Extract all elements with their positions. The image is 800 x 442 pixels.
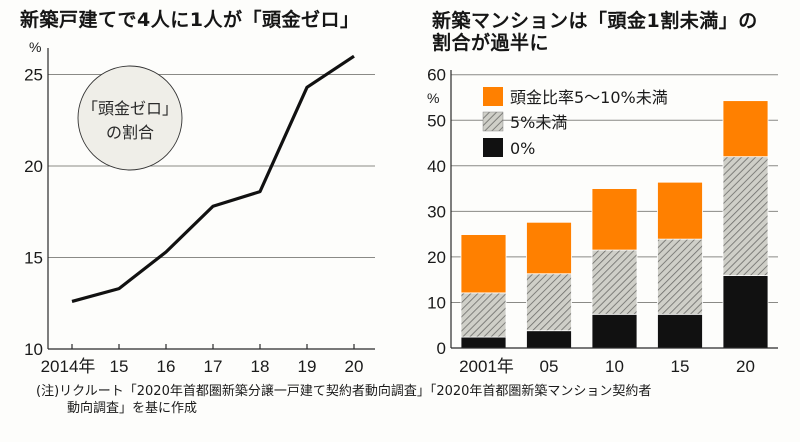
- bar-segment-black: [460, 336, 507, 349]
- x-tick-label: 18: [251, 357, 270, 376]
- x-tick-label: 05: [540, 357, 559, 376]
- y-tick-label: 20: [24, 157, 43, 176]
- y-tick-label: 20: [427, 248, 446, 267]
- x-tick-label: 10: [605, 357, 624, 376]
- x-tick-label: 19: [298, 357, 317, 376]
- y-tick-label: 10: [24, 340, 43, 359]
- bar-segment-hatch: [460, 292, 507, 338]
- bar-chart-title-line2: 割合が過半に: [432, 32, 550, 54]
- bar-segment-hatch: [657, 238, 703, 315]
- bar-chart-x-tick-labels: 2001年 05 10 15 20: [459, 357, 755, 376]
- legend-label-under-5pct: 5%未満: [510, 113, 567, 132]
- y-tick-label: 0: [437, 339, 446, 358]
- bar-segment-hatch: [526, 273, 572, 332]
- y-tick-label: 40: [427, 157, 446, 176]
- footnote: (注)リクルート「2020年首都圏新築分譲一戸建て契約者動向調査」「2020年首…: [36, 383, 786, 417]
- bar-segment-orange: [722, 100, 769, 158]
- y-tick-label: 60: [427, 66, 446, 85]
- footnote-line1: (注)リクルート「2020年首都圏新築分譲一戸建て契約者動向調査」「2020年首…: [36, 384, 652, 399]
- bar-segment-orange: [460, 234, 507, 294]
- bar-segment-orange: [657, 181, 703, 240]
- bar-segment-black: [591, 313, 638, 349]
- annotation-line1: 「頭金ゼロ」: [82, 99, 178, 118]
- line-chart: 10 15 20 25 2014年 15 16 17 18 19 20 % 「頭金ゼロ」 の割合: [24, 39, 375, 376]
- line-chart-y-unit: %: [29, 39, 41, 55]
- bar-chart-bars: [460, 100, 769, 349]
- bar-segment-orange: [591, 188, 638, 251]
- x-tick-label: 15: [671, 357, 690, 376]
- line-chart-series: [71, 54, 355, 303]
- legend-swatch-black: [483, 138, 503, 157]
- x-tick-label: 20: [345, 357, 364, 376]
- bar-segment-orange: [526, 221, 572, 275]
- y-tick-label: 30: [427, 202, 446, 221]
- y-tick-label: 10: [427, 293, 446, 312]
- bar-segment-black: [722, 275, 769, 349]
- bar-chart-axes: [450, 70, 778, 349]
- annotation-circle-shape: [77, 65, 183, 171]
- y-tick-label: 50: [427, 111, 446, 130]
- y-tick-label: 25: [24, 66, 43, 85]
- footnote-line2: 動向調査」を基に作成: [67, 401, 198, 416]
- bar-chart-title: 新築マンションは「頭金1割未満」の 割合が過半に: [432, 10, 792, 54]
- bar-chart-legend: 頭金比率5～10%未満 5%未満 0%: [482, 87, 668, 158]
- x-tick-label: 20: [736, 357, 755, 376]
- bar-chart-y-tick-labels: 0 10 20 30 40 50 60: [427, 66, 446, 358]
- bar-segment-black: [526, 330, 572, 349]
- legend-swatch-hatched: [482, 111, 504, 132]
- y-tick-label: 15: [24, 249, 43, 268]
- annotation-line2: の割合: [106, 123, 154, 142]
- x-tick-label: 16: [157, 357, 176, 376]
- bar-segment-hatch: [591, 249, 638, 315]
- x-tick-label: 15: [110, 357, 129, 376]
- bar-chart: 0 10 20 30 40 50 60 2001年 05 10 15 20 % 頭金比率5～10%未…: [427, 66, 778, 376]
- line-chart-x-tick-labels: 2014年 15 16 17 18 19 20: [41, 357, 364, 376]
- bar-segment-hatch: [722, 156, 769, 276]
- line-chart-y-tick-labels: 10 15 20 25: [24, 66, 43, 360]
- bar-segment-black: [657, 313, 703, 349]
- legend-label-5-10pct: 頭金比率5～10%未満: [510, 88, 668, 107]
- bar-chart-title-line1: 新築マンションは「頭金1割未満」の: [432, 10, 758, 32]
- line-chart-axes: [47, 48, 375, 350]
- legend-label-0pct: 0%: [510, 139, 535, 158]
- bar-chart-y-unit: %: [427, 90, 439, 106]
- line-chart-title: 新築戸建てで4人に1人が「頭金ゼロ」: [20, 9, 360, 31]
- x-tick-label: 2014年: [41, 357, 96, 376]
- x-tick-label: 17: [204, 357, 223, 376]
- annotation-circle: 「頭金ゼロ」 の割合: [77, 65, 183, 171]
- x-tick-label: 2001年: [459, 357, 514, 376]
- legend-swatch-orange: [483, 87, 503, 106]
